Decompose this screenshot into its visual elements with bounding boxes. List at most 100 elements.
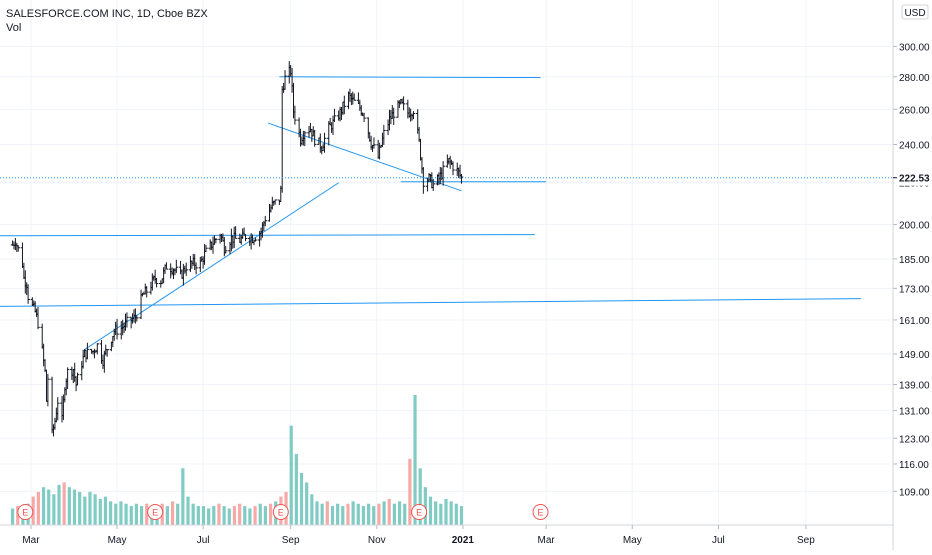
volume-bar: [408, 458, 412, 525]
volume-bar: [413, 395, 417, 525]
volume-bar: [16, 506, 20, 525]
y-tick-label: 280.00: [899, 73, 930, 84]
ohlc-bar: [85, 342, 90, 360]
x-tick-label: 2021: [452, 535, 475, 546]
ohlc-bar: [164, 262, 169, 270]
volume-bar: [346, 503, 350, 525]
volume-bar: [186, 496, 190, 525]
earnings-label: E: [152, 508, 158, 518]
volume-bar: [238, 503, 242, 525]
volume-bar: [351, 501, 355, 525]
ohlc-bar: [382, 124, 386, 145]
y-tick-label: 260.00: [899, 105, 930, 116]
volume-bar: [315, 501, 319, 525]
price-bars: [10, 61, 464, 437]
volume-bar: [258, 503, 262, 525]
ohlc-bar: [391, 107, 396, 125]
ohlc-bar: [214, 238, 218, 244]
volume-bar: [98, 499, 102, 525]
volume-bar: [139, 506, 144, 525]
volume-bar: [78, 491, 82, 525]
ohlc-bar: [411, 111, 416, 120]
grid: [0, 0, 892, 525]
ohlc-bar: [372, 137, 376, 149]
ohlc-bar: [273, 199, 277, 205]
volume-bar: [330, 506, 335, 525]
volume-bar: [325, 501, 329, 525]
ohlc-bar: [115, 318, 119, 340]
earnings-circle: [532, 504, 549, 520]
ohlc-bar: [243, 233, 248, 242]
trendline: [0, 234, 535, 237]
volume-bar: [129, 506, 133, 525]
y-tick-label: 131.00: [899, 407, 930, 418]
volume-bar: [176, 503, 180, 525]
earnings-circle: [272, 504, 289, 520]
volume-bar: [243, 506, 247, 525]
ohlc-bar: [223, 245, 228, 254]
x-tick-label: Jul: [712, 535, 725, 546]
volume-bar: [134, 503, 139, 525]
volume-bar: [459, 506, 464, 525]
volume-bar: [181, 468, 185, 525]
y-tick-label: 139.00: [899, 381, 930, 392]
volume-bar: [263, 506, 268, 525]
volume-bar: [232, 506, 237, 525]
ohlc-bar: [312, 129, 317, 147]
ohlc-bar: [204, 244, 208, 253]
earnings-circle: [17, 504, 34, 520]
earnings-marker: E: [272, 504, 289, 520]
volume-bar: [372, 506, 376, 525]
volume-bar: [299, 473, 304, 525]
y-tick-label: 185.00: [899, 255, 930, 266]
ohlc-bar: [135, 314, 139, 322]
y-tick-label: 123.00: [899, 434, 930, 445]
volume-bar: [397, 501, 402, 525]
volume-bar: [207, 508, 211, 525]
volume-bar: [114, 503, 118, 525]
x-tick-label: May: [623, 535, 642, 546]
volume-bar: [93, 494, 97, 525]
volume-bar: [67, 487, 71, 525]
volume-bar: [47, 489, 51, 525]
ohlc-bar: [46, 373, 50, 407]
volume-bar: [310, 494, 314, 525]
ohlc-bar: [36, 306, 40, 330]
volume-bar: [289, 425, 293, 525]
x-tick-label: Jul: [197, 535, 210, 546]
ohlc-bar: [302, 130, 307, 147]
volume-bar: [294, 454, 298, 525]
trendlines: [0, 76, 861, 351]
y-tick-label: 200.00: [899, 221, 930, 232]
y-tick-label: 300.00: [899, 42, 930, 53]
volume-bar: [428, 496, 433, 525]
volume-bar: [72, 489, 77, 525]
ohlc-bar: [459, 173, 464, 184]
trendline: [0, 298, 861, 307]
volume-bar: [382, 501, 386, 525]
ohlc-bar: [16, 245, 21, 252]
ohlc-bar: [194, 262, 198, 275]
volume-bar: [88, 491, 92, 525]
ohlc-bar: [431, 178, 436, 191]
ohlc-bar: [332, 108, 337, 123]
volume-bar: [320, 503, 324, 525]
earnings-label: E: [416, 508, 422, 518]
volume-bar: [41, 487, 46, 525]
y-tick-label: 116.00: [899, 460, 929, 471]
y-tick-label: 161.00: [899, 316, 930, 327]
ohlc-bar: [253, 237, 258, 242]
ohlc-bar: [184, 262, 189, 276]
volume-bar: [222, 506, 226, 525]
currency-badge: [901, 4, 929, 20]
ohlc-bar: [144, 286, 149, 298]
y-tick-label: 149.00: [899, 350, 930, 361]
volume-bar: [268, 503, 273, 525]
earnings-label: E: [538, 508, 544, 518]
volume-bar: [36, 491, 40, 525]
volume-bar: [454, 503, 458, 525]
volume-bar: [439, 503, 443, 525]
volume-bar: [423, 487, 427, 525]
